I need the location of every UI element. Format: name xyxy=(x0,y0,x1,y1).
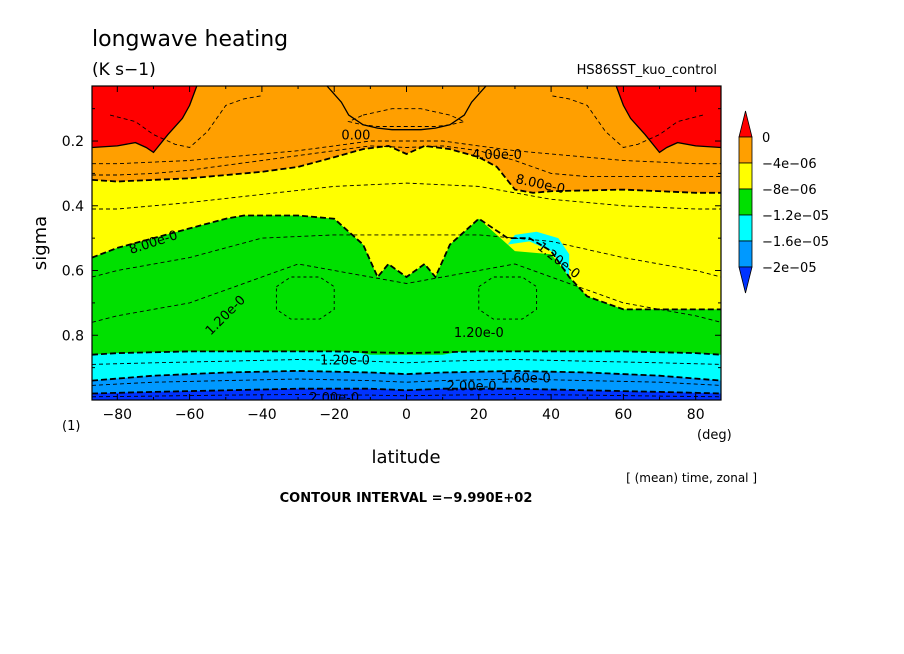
x-tick-label: 20 xyxy=(470,407,488,423)
contour-label: 4.00e-0 xyxy=(472,148,522,163)
y-tick-label: 0.8 xyxy=(62,328,84,344)
contour-line-2 xyxy=(92,182,721,210)
colorbar-swatch xyxy=(738,214,753,242)
colorbar-label: −4e−06 xyxy=(762,157,817,172)
contour-label: 1.60e-0 xyxy=(501,372,551,387)
x-tick-label: 80 xyxy=(687,407,705,423)
contour-label: 1.20e-0 xyxy=(320,354,370,369)
zero-contour-0 xyxy=(92,86,198,154)
chart-title: longwave heating xyxy=(92,27,288,52)
contour-line-8 xyxy=(109,95,262,148)
region-green-island xyxy=(236,302,577,355)
contour-label: 0.00 xyxy=(341,129,370,144)
x-tick-label: 60 xyxy=(614,407,632,423)
colorbar-label: −2e−05 xyxy=(762,261,817,276)
experiment-label: HS86SST_kuo_control xyxy=(577,63,717,78)
chart-units: (K s−1) xyxy=(92,60,156,80)
contour-line-0 xyxy=(92,140,721,165)
colorbar-label: 0 xyxy=(762,131,770,146)
contour-line-3 xyxy=(92,234,721,278)
contour-line-7 xyxy=(92,394,721,398)
region-cyan-bulge xyxy=(507,231,570,277)
colorbar-bottom-arrow xyxy=(738,266,753,294)
zero-contour-2 xyxy=(326,86,487,131)
y-tick-label: 0.2 xyxy=(62,134,84,150)
panel-label: (1) xyxy=(62,419,80,434)
contour-line-10 xyxy=(347,108,466,127)
contour-line-9 xyxy=(551,95,704,148)
colorbar-swatch xyxy=(738,162,753,190)
y-axis-label: sigma xyxy=(30,216,51,270)
zero-contour-1 xyxy=(615,86,721,154)
colorbar-swatch xyxy=(738,240,753,268)
x-tick-label: −80 xyxy=(103,407,133,423)
x-axis-label: latitude xyxy=(371,447,440,468)
x-tick-label: 40 xyxy=(542,407,560,423)
averaging-note: [ (mean) time, zonal ] xyxy=(626,471,757,485)
contour-line-5 xyxy=(92,359,721,365)
major-contour-4 xyxy=(92,387,721,395)
x-tick-label: −60 xyxy=(175,407,205,423)
colorbar-label: −1.6e−05 xyxy=(762,235,829,250)
colorbar-top-arrow xyxy=(738,110,753,138)
contour-line-1 xyxy=(92,145,721,178)
major-contour-3 xyxy=(92,369,721,382)
major-contour-1 xyxy=(92,214,721,311)
colorbar-swatch xyxy=(738,136,753,164)
colorbar-label: −8e−06 xyxy=(762,183,817,198)
x-tick-label: −40 xyxy=(247,407,277,423)
major-contour-2 xyxy=(92,350,721,356)
x-tick-label: 0 xyxy=(402,407,411,423)
x-unit-label: (deg) xyxy=(697,428,732,443)
y-tick-label: 0.4 xyxy=(62,199,84,215)
contour-label: 1.20e-0 xyxy=(454,326,504,341)
colorbar-swatch xyxy=(738,188,753,216)
contour-line-4 xyxy=(92,263,721,323)
plot-area: 0.004.00e-08.00e-08.00e-01.20e-01.20e-01… xyxy=(92,86,721,400)
contour-label: 2.00e-0 xyxy=(447,380,497,395)
x-tick-label: −20 xyxy=(319,407,349,423)
contour-interval-label: CONTOUR INTERVAL =−9.990E+02 xyxy=(280,491,533,506)
y-tick-label: 0.6 xyxy=(62,264,84,280)
contour-line-12 xyxy=(478,276,538,320)
contour-line-6 xyxy=(92,378,721,386)
major-contour-0 xyxy=(92,144,721,194)
colorbar: 0 −4e−06 −8e−06 −1.2e−05 −1.6e−05 −2e−05 xyxy=(738,110,829,294)
contour-line-11 xyxy=(275,276,335,320)
colorbar-label: −1.2e−05 xyxy=(762,209,829,224)
